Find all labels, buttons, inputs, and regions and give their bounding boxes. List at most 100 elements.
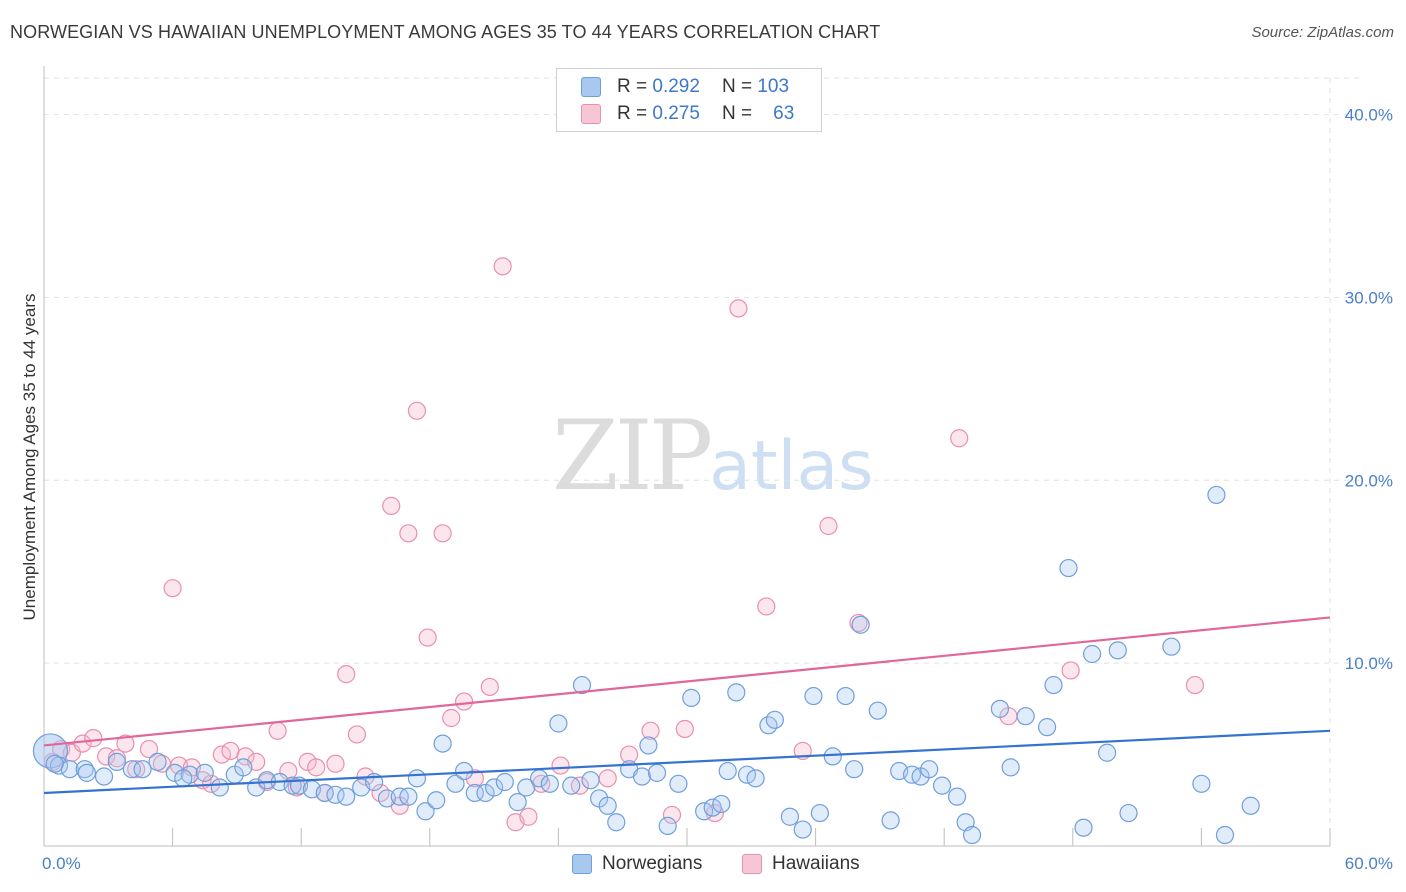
norwegians-point	[454, 761, 474, 781]
norwegians-point	[868, 701, 887, 720]
norwegians-point	[446, 774, 465, 793]
norwegians-point	[234, 758, 253, 777]
norwegians-point	[195, 763, 214, 782]
norwegians-point	[549, 714, 568, 733]
hawaiians-point	[127, 760, 146, 779]
hawaiians-point	[480, 677, 499, 697]
hawaiians-point	[399, 524, 418, 543]
norwegians-point	[540, 774, 559, 793]
trend-lines	[43, 616, 1331, 795]
norwegians-point	[823, 747, 842, 766]
norwegians-point	[793, 820, 812, 839]
norwegians-point	[1082, 644, 1102, 664]
hawaiians-trend-line	[43, 616, 1331, 747]
norwegians-point	[562, 776, 581, 795]
bottom-legend-norwegians: Norwegians	[572, 852, 702, 876]
norwegians-point	[1108, 641, 1127, 660]
hawaiians-point	[493, 257, 512, 276]
norwegians-point	[962, 825, 982, 845]
norwegians-point	[669, 774, 688, 793]
norwegians-points	[32, 485, 1260, 845]
norwegians-point	[658, 816, 677, 835]
legend-row-hawaiians: R = 0.275 N = 63	[581, 102, 794, 126]
norwegians-point	[845, 760, 864, 779]
y-tick-label: 30.0%	[1345, 288, 1393, 307]
hawaiians-point	[950, 429, 969, 448]
norwegians-point	[148, 752, 167, 771]
hawaiians-point	[337, 665, 356, 684]
hawaiians-point	[675, 719, 694, 739]
hawaiians-point	[454, 692, 474, 711]
norwegians-point	[804, 686, 823, 706]
r-label: R =	[617, 103, 648, 124]
hawaiians-point	[433, 524, 452, 543]
r-label: R =	[617, 76, 648, 97]
hawaiians-point	[598, 769, 617, 788]
y-axis-title: Unemployment Among Ages 35 to 44 years	[20, 294, 39, 621]
hawaiians-point	[729, 299, 748, 318]
norwegians-point	[495, 772, 514, 792]
norwegians-point	[765, 710, 784, 729]
hawaiians-point	[1061, 661, 1080, 680]
hawaiians-point	[1185, 675, 1205, 695]
correlation-legend: R = 0.292 N = 103 R = 0.275 N = 63	[556, 68, 822, 132]
norwegians-point	[416, 802, 435, 821]
n-value-hawaiians: 63	[773, 103, 795, 124]
n-value-norwegians: 103	[757, 76, 790, 97]
norwegians-point	[598, 796, 617, 815]
norwegians-point	[607, 813, 626, 832]
norwegians-point	[1059, 558, 1078, 578]
hawaiians-point	[819, 516, 838, 536]
hawaiians-point	[662, 805, 682, 825]
chart-title: NORWEGIAN VS HAWAIIAN UNEMPLOYMENT AMONG…	[10, 22, 881, 42]
norwegians-point	[427, 791, 446, 810]
hawaiians-point	[641, 721, 660, 740]
norwegians-point	[712, 794, 731, 814]
norwegians-point	[174, 769, 193, 788]
norwegians-point	[1001, 758, 1020, 777]
norwegians-point	[508, 793, 527, 812]
hawaiians-point	[757, 597, 776, 616]
watermark: ZIPatlas	[552, 400, 874, 512]
norwegians-point	[407, 769, 427, 788]
hawaiians-point	[407, 401, 427, 420]
hawaiians-point	[620, 745, 639, 764]
tick-labels: 10.0% 20.0% 30.0% 40.0% 0.0% 60.0%	[42, 106, 1393, 873]
y-tick-label: 10.0%	[1345, 654, 1393, 673]
norwegians-point	[133, 760, 152, 779]
norwegians-point	[1162, 637, 1181, 656]
norwegians-point	[1192, 774, 1211, 793]
hawaiians-point	[116, 734, 135, 753]
bottom-legend-hawaiians: Hawaiians	[742, 852, 860, 876]
hawaiians-legend-label: Hawaiians	[772, 853, 860, 874]
hawaiians-legend-swatch	[742, 854, 762, 874]
norwegians-point	[920, 760, 939, 779]
norwegians-point	[1037, 718, 1057, 737]
norwegians-point	[485, 778, 504, 797]
norwegians-point	[94, 767, 114, 786]
norwegians-point	[1016, 707, 1035, 726]
norwegians-swatch	[581, 77, 601, 97]
watermark-atlas: atlas	[709, 427, 874, 506]
norwegians-point	[810, 803, 829, 823]
r-value-norwegians: 0.292	[652, 76, 700, 97]
x-tick-label-min: 0.0%	[42, 854, 81, 873]
hawaiians-point	[326, 754, 345, 773]
norwegians-point	[682, 688, 701, 707]
norwegians-point	[45, 754, 64, 773]
norwegians-point	[1119, 803, 1138, 823]
norwegians-point	[851, 615, 870, 634]
norwegians-point	[581, 771, 600, 790]
norwegians-point	[517, 778, 536, 797]
norwegians-point	[947, 787, 967, 806]
norwegians-point	[1097, 743, 1117, 762]
hawaiians-point	[163, 579, 182, 598]
norwegians-point	[639, 736, 658, 755]
legend-row-norwegians: R = 0.292 N = 103	[581, 75, 789, 99]
gridlines	[44, 77, 1360, 846]
r-value-hawaiians: 0.275	[652, 103, 700, 124]
norwegians-point	[210, 778, 229, 797]
hawaiians-point	[236, 747, 255, 766]
norwegians-point	[881, 811, 900, 830]
norwegians-point	[990, 699, 1010, 718]
